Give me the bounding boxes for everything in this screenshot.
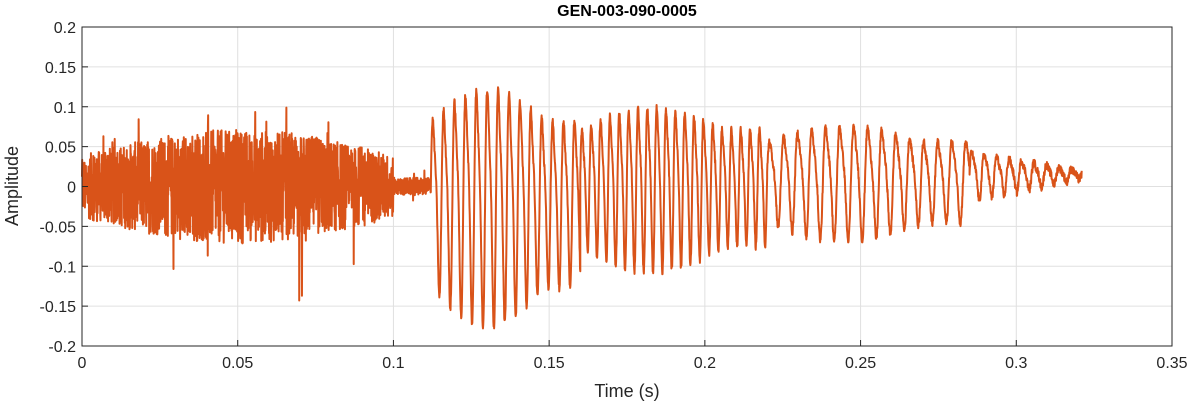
x-tick-label: 0.1 bbox=[382, 355, 404, 372]
x-tick-label: 0.3 bbox=[1005, 355, 1027, 372]
y-tick-label: 0.15 bbox=[45, 60, 76, 77]
y-tick-label: -0.15 bbox=[40, 299, 77, 316]
y-tick-label: 0.05 bbox=[45, 140, 76, 157]
plot-frame bbox=[81, 26, 1173, 347]
y-axis-ticks: -0.2 -0.15 -0.1 -0.05 0 0.05 0.1 0.15 0.2 bbox=[40, 20, 88, 356]
series-layer bbox=[81, 86, 1083, 330]
y-tick-label: 0.1 bbox=[54, 100, 76, 117]
x-tick-label: 0.25 bbox=[845, 355, 876, 372]
y-tick-label: 0.2 bbox=[54, 20, 76, 37]
y-tick-label: -0.1 bbox=[48, 259, 76, 276]
x-axis-ticks: 0 0.05 0.1 0.15 0.2 0.25 0.3 0.35 bbox=[78, 340, 1188, 372]
x-tick-label: 0.2 bbox=[694, 355, 716, 372]
y-axis-label: Amplitude bbox=[2, 146, 22, 226]
x-axis-label: Time (s) bbox=[594, 381, 659, 401]
x-tick-label: 0.15 bbox=[534, 355, 565, 372]
x-tick-label: 0 bbox=[78, 355, 87, 372]
y-tick-label: -0.2 bbox=[48, 339, 76, 356]
chart-title: GEN-003-090-0005 bbox=[557, 3, 697, 20]
y-tick-label: -0.05 bbox=[40, 219, 77, 236]
x-tick-label: 0.35 bbox=[1156, 355, 1187, 372]
x-tick-label: 0.05 bbox=[222, 355, 253, 372]
y-tick-label: 0 bbox=[67, 180, 76, 197]
amplitude-series-line bbox=[81, 86, 1083, 330]
